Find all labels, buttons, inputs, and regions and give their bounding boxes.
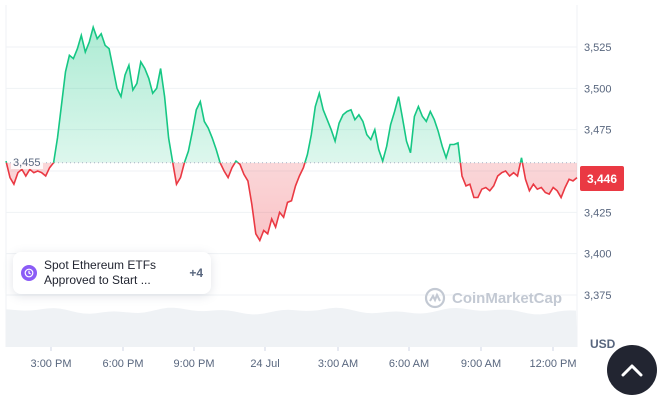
news-card[interactable]: Spot Ethereum ETFs Approved to Start ...… <box>13 252 211 294</box>
chevron-up-icon <box>621 364 643 377</box>
y-tick-label: 3,400 <box>584 249 612 261</box>
scroll-to-top-button[interactable] <box>607 345 657 395</box>
price-line-down <box>5 162 578 243</box>
area-above-reference <box>6 27 523 163</box>
x-tick-label: 9:00 AM <box>461 358 501 370</box>
x-tick-label: 3:00 PM <box>31 358 72 370</box>
clock-history-icon <box>21 265 37 281</box>
news-more-count[interactable]: +4 <box>189 266 203 280</box>
y-tick-label: 3,525 <box>584 42 612 54</box>
coinmarketcap-logo-icon <box>424 287 446 309</box>
current-price-badge: 3,446 <box>580 166 624 191</box>
watermark-text: CoinMarketCap <box>452 289 563 307</box>
x-tick-label: 9:00 PM <box>174 358 215 370</box>
y-tick-label: 3,425 <box>584 207 612 219</box>
x-axis: 3:00 PM 6:00 PM 9:00 PM 24 Jul 3:00 AM 6:00 A… <box>31 347 577 370</box>
x-tick-label: 6:00 AM <box>389 358 429 370</box>
x-tick-label: 24 Jul <box>250 358 279 370</box>
news-headline: Spot Ethereum ETFs Approved to Start ... <box>44 258 157 287</box>
x-tick-label: 12:00 PM <box>529 358 576 370</box>
price-line-up <box>5 24 524 163</box>
volume-area <box>6 307 577 347</box>
reference-price-label: 3,455 <box>11 157 43 169</box>
y-tick-label: 3,475 <box>584 125 612 137</box>
x-tick-label: 6:00 PM <box>103 358 144 370</box>
y-tick-label: 3,500 <box>584 83 612 95</box>
x-tick-label: 3:00 AM <box>318 358 358 370</box>
area-below-reference <box>6 162 577 241</box>
coinmarketcap-watermark: CoinMarketCap <box>424 287 562 309</box>
y-tick-label: 3,375 <box>584 290 612 302</box>
currency-label: USD <box>590 337 616 351</box>
